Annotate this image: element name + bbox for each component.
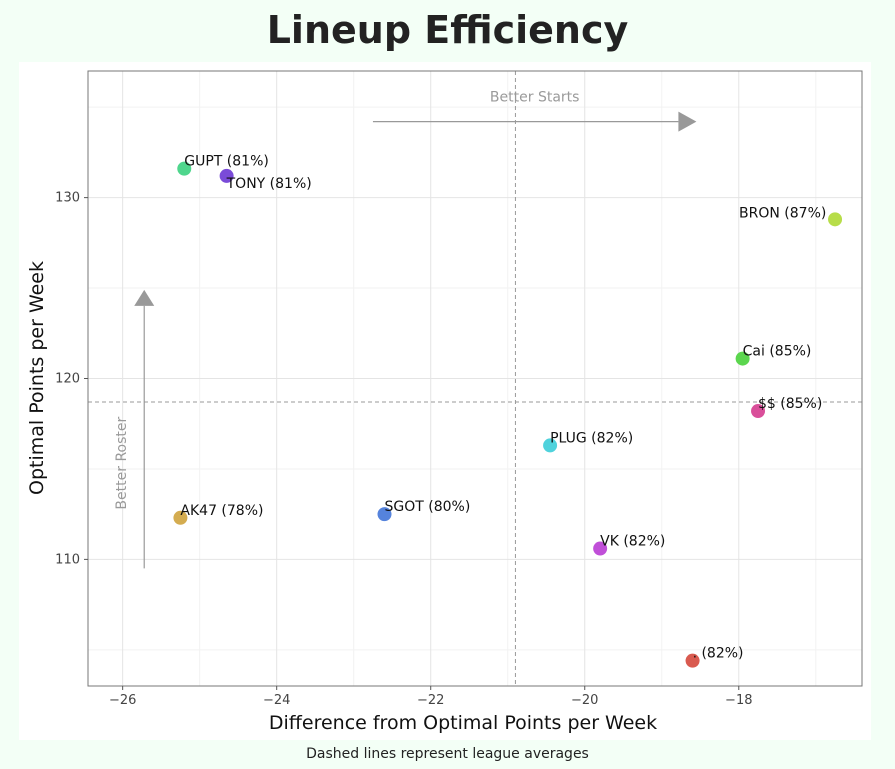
data-point [219, 168, 234, 183]
data-point [377, 507, 392, 522]
x-tick-label: −18 [725, 693, 752, 708]
data-point [543, 438, 558, 453]
data-point [828, 212, 843, 227]
x-tick-label: −24 [263, 693, 290, 708]
x-axis-title: Difference from Optimal Points per Week [269, 712, 657, 734]
better-starts-arrow-head [678, 111, 697, 132]
chart-panel: Better Starts Better Roster GUPT (81%) TON… [19, 62, 871, 740]
annotations: Better Starts Better Roster [114, 90, 697, 569]
axis-ticks: −26 −24 −22 −20 −18 110 120 130 [55, 191, 752, 708]
y-tick-label: 120 [55, 372, 80, 387]
data-point [593, 541, 608, 556]
data-points [173, 161, 843, 668]
x-tick-label: −22 [417, 693, 444, 708]
point-label: VK (82%) [600, 534, 665, 550]
point-label: SGOT (80%) [385, 499, 471, 515]
point-labels: GUPT (81%) TONY (81%) BRON (87%) Cai (85%) $… [180, 154, 826, 662]
point-label: TONY (81%) [226, 176, 312, 192]
y-axis-title: Optimal Points per Week [26, 261, 48, 495]
reference-lines [88, 71, 862, 686]
point-label: Cai (85%) [743, 344, 812, 360]
data-point [685, 653, 700, 668]
page-title: Lineup Efficiency [266, 8, 629, 52]
x-tick-label: −26 [109, 693, 136, 708]
y-tick-label: 130 [55, 191, 80, 206]
point-label: $$ (85%) [758, 396, 822, 412]
data-point [177, 161, 192, 176]
point-label: GUPT (81%) [184, 154, 269, 170]
better-roster-label: Better Roster [114, 416, 130, 509]
x-tick-label: −20 [571, 693, 598, 708]
data-point [735, 351, 750, 366]
data-point [173, 510, 188, 525]
data-point [751, 404, 766, 419]
better-roster-arrow-head [134, 289, 155, 306]
y-tick-label: 110 [55, 552, 80, 567]
point-label: AK47 (78%) [180, 503, 263, 519]
better-starts-label: Better Starts [490, 90, 580, 106]
point-label: BRON (87%) [739, 205, 826, 221]
chart-caption: Dashed lines represent league averages [306, 746, 589, 762]
scatter-chart: Better Starts Better Roster GUPT (81%) TON… [26, 70, 863, 734]
point-label: PLUG (82%) [550, 430, 633, 446]
grid [88, 71, 862, 686]
point-label: . (82%) [693, 646, 744, 662]
